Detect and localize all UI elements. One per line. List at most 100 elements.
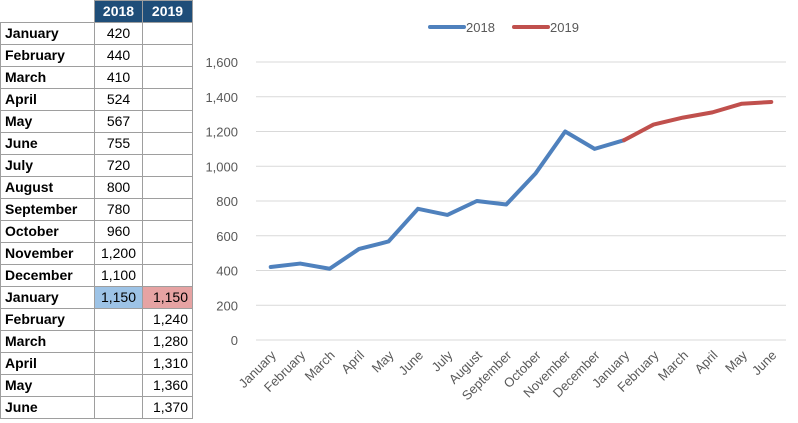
y-tick-label: 400: [216, 264, 238, 279]
month-cell[interactable]: September: [0, 198, 95, 221]
value-2018-cell[interactable]: [94, 374, 143, 397]
y-tick-label: 600: [216, 229, 238, 244]
data-table-area: 2018 2019 January 420 February 440 March 410 A…: [0, 0, 193, 419]
table-row: February 440: [0, 44, 193, 67]
month-cell[interactable]: February: [0, 308, 95, 331]
month-cell[interactable]: October: [0, 220, 95, 243]
table-row: December 1,100: [0, 264, 193, 287]
x-tick-label: June: [749, 348, 780, 379]
legend-label-2019: 2019: [550, 20, 579, 35]
value-2018-cell[interactable]: 1,200: [94, 242, 143, 265]
value-2019-cell[interactable]: [142, 110, 193, 133]
value-2019-cell[interactable]: [142, 242, 193, 265]
x-tick-label: March: [302, 348, 338, 384]
month-cell[interactable]: November: [0, 242, 95, 265]
header-2018[interactable]: 2018: [94, 0, 143, 23]
value-2018-cell[interactable]: 420: [94, 22, 143, 45]
value-2019-cell[interactable]: 1,360: [142, 374, 193, 397]
value-2019-cell[interactable]: [142, 66, 193, 89]
y-tick-label: 1,400: [205, 90, 238, 105]
value-2019-cell[interactable]: [142, 220, 193, 243]
table-row: January 1,150 1,150: [0, 286, 193, 309]
table-row: April 524: [0, 88, 193, 111]
month-cell[interactable]: June: [0, 396, 95, 419]
value-2019-cell[interactable]: 1,280: [142, 330, 193, 353]
header-corner: [0, 0, 95, 23]
value-2018-cell[interactable]: 1,100: [94, 264, 143, 287]
header-2019[interactable]: 2019: [142, 0, 193, 23]
value-2018-cell[interactable]: [94, 330, 143, 353]
table-row: May 1,360: [0, 374, 193, 397]
line-chart: 02004006008001,0001,2001,4001,600January…: [205, 20, 786, 403]
value-2019-cell[interactable]: [142, 176, 193, 199]
table-row: October 960: [0, 220, 193, 243]
month-cell[interactable]: July: [0, 154, 95, 177]
x-tick-label: May: [722, 347, 750, 375]
table-row: January 420: [0, 22, 193, 45]
table-row: August 800: [0, 176, 193, 199]
series-line-2018: [268, 129, 627, 271]
value-2018-cell[interactable]: 780: [94, 198, 143, 221]
value-2019-cell[interactable]: 1,240: [142, 308, 193, 331]
value-2019-cell[interactable]: [142, 44, 193, 67]
value-2018-cell[interactable]: 1,150: [94, 286, 143, 309]
value-2018-cell[interactable]: 567: [94, 110, 143, 133]
value-2018-cell[interactable]: 755: [94, 132, 143, 155]
table-row: April 1,310: [0, 352, 193, 375]
value-2018-cell[interactable]: [94, 308, 143, 331]
table-header-row: 2018 2019: [0, 0, 193, 23]
value-2019-cell[interactable]: [142, 264, 193, 287]
y-tick-label: 1,000: [205, 159, 238, 174]
table-row: February 1,240: [0, 308, 193, 331]
x-tick-label: May: [369, 347, 397, 375]
month-cell[interactable]: December: [0, 264, 95, 287]
table-row: June 1,370: [0, 396, 193, 419]
x-tick-label: April: [338, 347, 367, 376]
value-2019-cell[interactable]: 1,150: [142, 286, 193, 309]
month-cell[interactable]: May: [0, 110, 95, 133]
x-tick-label: June: [396, 348, 427, 379]
y-tick-label: 0: [231, 333, 238, 348]
legend-label-2018: 2018: [466, 20, 495, 35]
month-cell[interactable]: January: [0, 286, 95, 309]
y-tick-label: 200: [216, 298, 238, 313]
value-2018-cell[interactable]: 410: [94, 66, 143, 89]
month-cell[interactable]: May: [0, 374, 95, 397]
month-cell[interactable]: March: [0, 66, 95, 89]
data-table: 2018 2019 January 420 February 440 March 410 A…: [0, 0, 193, 419]
table-row: November 1,200: [0, 242, 193, 265]
month-cell[interactable]: June: [0, 132, 95, 155]
month-cell[interactable]: April: [0, 88, 95, 111]
y-tick-label: 1,600: [205, 55, 238, 70]
value-2019-cell[interactable]: [142, 154, 193, 177]
x-tick-label: March: [655, 348, 691, 384]
x-tick-label: April: [692, 347, 721, 376]
value-2019-cell[interactable]: 1,370: [142, 396, 193, 419]
table-row: March 1,280: [0, 330, 193, 353]
series-line-2019: [622, 99, 774, 143]
value-2019-cell[interactable]: [142, 132, 193, 155]
value-2019-cell[interactable]: [142, 88, 193, 111]
month-cell[interactable]: March: [0, 330, 95, 353]
month-cell[interactable]: February: [0, 44, 95, 67]
value-2018-cell[interactable]: 524: [94, 88, 143, 111]
value-2018-cell[interactable]: 720: [94, 154, 143, 177]
value-2019-cell[interactable]: 1,310: [142, 352, 193, 375]
month-cell[interactable]: August: [0, 176, 95, 199]
table-row: March 410: [0, 66, 193, 89]
value-2018-cell[interactable]: 800: [94, 176, 143, 199]
value-2019-cell[interactable]: [142, 22, 193, 45]
value-2018-cell[interactable]: 960: [94, 220, 143, 243]
value-2018-cell[interactable]: 440: [94, 44, 143, 67]
y-tick-label: 1,200: [205, 125, 238, 140]
value-2018-cell[interactable]: [94, 396, 143, 419]
y-tick-label: 800: [216, 194, 238, 209]
value-2018-cell[interactable]: [94, 352, 143, 375]
table-row: July 720: [0, 154, 193, 177]
table-row: June 755: [0, 132, 193, 155]
value-2019-cell[interactable]: [142, 198, 193, 221]
month-cell[interactable]: April: [0, 352, 95, 375]
table-row: May 567: [0, 110, 193, 133]
month-cell[interactable]: January: [0, 22, 95, 45]
table-row: September 780: [0, 198, 193, 221]
